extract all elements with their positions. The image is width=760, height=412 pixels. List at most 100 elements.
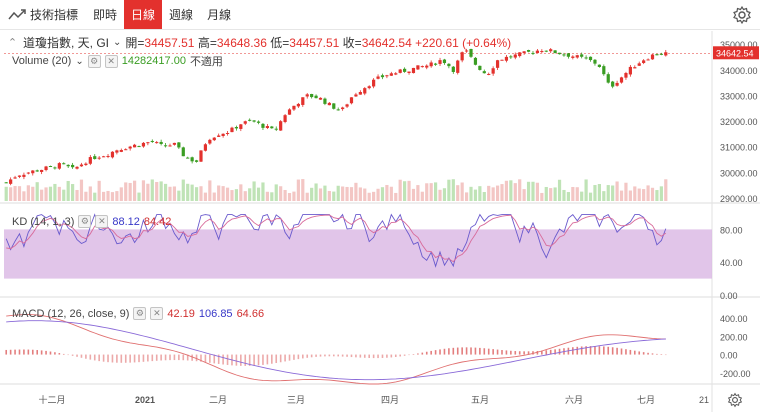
volume-bar: [93, 192, 97, 201]
volume-bar: [389, 186, 393, 201]
macd-hist-bar: [629, 349, 632, 355]
macd-hist-bar: [408, 354, 410, 356]
candle-body: [234, 127, 238, 129]
volume-bar: [252, 181, 256, 201]
macd-hist-bar: [124, 354, 127, 363]
macd-hist-bar: [18, 349, 21, 355]
candle-body: [509, 56, 513, 58]
volume-bar: [292, 191, 296, 201]
symbol-label[interactable]: 道瓊指數, 天, GI: [23, 36, 110, 50]
macd-hist-bar: [448, 348, 450, 355]
candle-body: [650, 54, 655, 60]
close-icon[interactable]: ✕: [95, 215, 109, 228]
volume-bar: [367, 192, 371, 201]
tab-monthly[interactable]: 月線: [200, 0, 238, 29]
macd-label[interactable]: MACD (12, 26, close, 9): [12, 307, 130, 320]
volume-bar: [606, 185, 610, 201]
macd-hist-bar: [651, 353, 654, 355]
macd-hist-bar: [67, 354, 69, 356]
candle-body: [442, 59, 447, 64]
candle-body: [256, 121, 261, 123]
volume-bar: [531, 181, 535, 201]
volume-na: 不適用: [189, 56, 223, 68]
candle-body: [584, 57, 588, 59]
macd-hist-bar: [527, 351, 530, 355]
candle-body: [310, 93, 314, 98]
volume-bar: [628, 190, 632, 201]
candle-body: [9, 179, 13, 184]
volume-bar: [243, 191, 247, 201]
candle-body: [372, 79, 376, 87]
macd-hist-bar: [625, 349, 627, 355]
tab-daily[interactable]: 日線: [124, 0, 163, 29]
macd-hist-bar: [302, 354, 304, 359]
candle-body: [102, 156, 106, 158]
tab-realtime[interactable]: 即時: [86, 0, 124, 29]
macd-hist-bar: [647, 352, 649, 355]
candle-body: [75, 166, 79, 169]
candle-body: [146, 142, 150, 144]
collapse-icon[interactable]: ⌃: [7, 37, 18, 49]
gear-icon[interactable]: [727, 392, 743, 408]
chevron-down-icon[interactable]: ⌄: [75, 55, 84, 67]
macd-hist-bar: [598, 346, 601, 355]
candle-body: [637, 63, 641, 66]
macd-tick-label: 400.00: [720, 314, 748, 324]
candle-body: [115, 150, 119, 153]
macd-hist-bar: [200, 354, 202, 362]
macd-hist-bar: [80, 354, 83, 358]
settings-icon[interactable]: ⚙: [78, 215, 92, 228]
candle-body: [93, 156, 97, 160]
gear-icon[interactable]: [732, 5, 752, 25]
chevron-down-icon[interactable]: ⌄: [113, 37, 122, 48]
candle-body: [478, 65, 482, 70]
volume-bar: [155, 181, 159, 201]
indicator-brand[interactable]: 技術指標: [0, 0, 86, 29]
candle-body: [110, 151, 115, 158]
macd-hist-bar: [576, 346, 579, 355]
price-legend: ⌃ 道瓊指數, 天, GI ⌄ 開=34457.51 高=34648.36 低=…: [6, 34, 511, 51]
chart-canvas[interactable]: 35000.00 34000.00 33000.00 32000.00 31000.00…: [0, 31, 760, 412]
volume-bar: [239, 184, 243, 201]
kd-k-line: [5, 213, 667, 268]
candle-body: [398, 69, 402, 73]
volume-bar: [327, 190, 331, 201]
kd-label[interactable]: KD (14, 1, 3): [12, 215, 75, 228]
candle-body: [71, 164, 75, 168]
macd-hist-bar: [76, 354, 78, 357]
kd-band: [4, 229, 712, 279]
chart-area[interactable]: 35000.00 34000.00 33000.00 32000.00 31000.00…: [0, 31, 760, 412]
settings-icon[interactable]: ⚙: [133, 307, 147, 320]
candle-body: [155, 142, 159, 144]
volume-bar: [17, 186, 22, 201]
volume-bar: [208, 180, 212, 201]
macd-hist-bar: [611, 347, 614, 355]
macd-hist-bar: [634, 350, 636, 355]
macd-hist-bar: [240, 354, 242, 366]
volume-bar: [88, 186, 92, 201]
candle-body: [518, 52, 522, 57]
macd-hist-bar: [182, 354, 185, 361]
x-tick-label: 四月: [381, 395, 399, 405]
candle-body: [150, 140, 154, 142]
candle-body: [279, 121, 283, 131]
macd-hist-bar: [257, 354, 260, 366]
candle-body: [332, 103, 336, 109]
candle-body: [549, 49, 553, 52]
close-icon[interactable]: ✕: [150, 307, 164, 320]
macd-hist-bar: [554, 349, 556, 355]
volume-label[interactable]: Volume (20): [12, 55, 72, 67]
candle-body: [292, 105, 296, 110]
settings-icon[interactable]: ⚙: [87, 54, 101, 68]
volume-bar: [71, 184, 75, 201]
macd-hist-bar: [147, 354, 149, 362]
candle-body: [611, 81, 615, 87]
tab-weekly[interactable]: 週線: [162, 0, 200, 29]
macd-hist-value: 42.19: [167, 307, 195, 320]
macd-hist-bar: [40, 350, 43, 355]
close-icon[interactable]: ✕: [104, 54, 118, 68]
macd-hist-bar: [443, 348, 446, 355]
macd-hist-bar: [510, 350, 512, 355]
candle-body: [469, 48, 473, 57]
candle-body: [619, 77, 624, 83]
